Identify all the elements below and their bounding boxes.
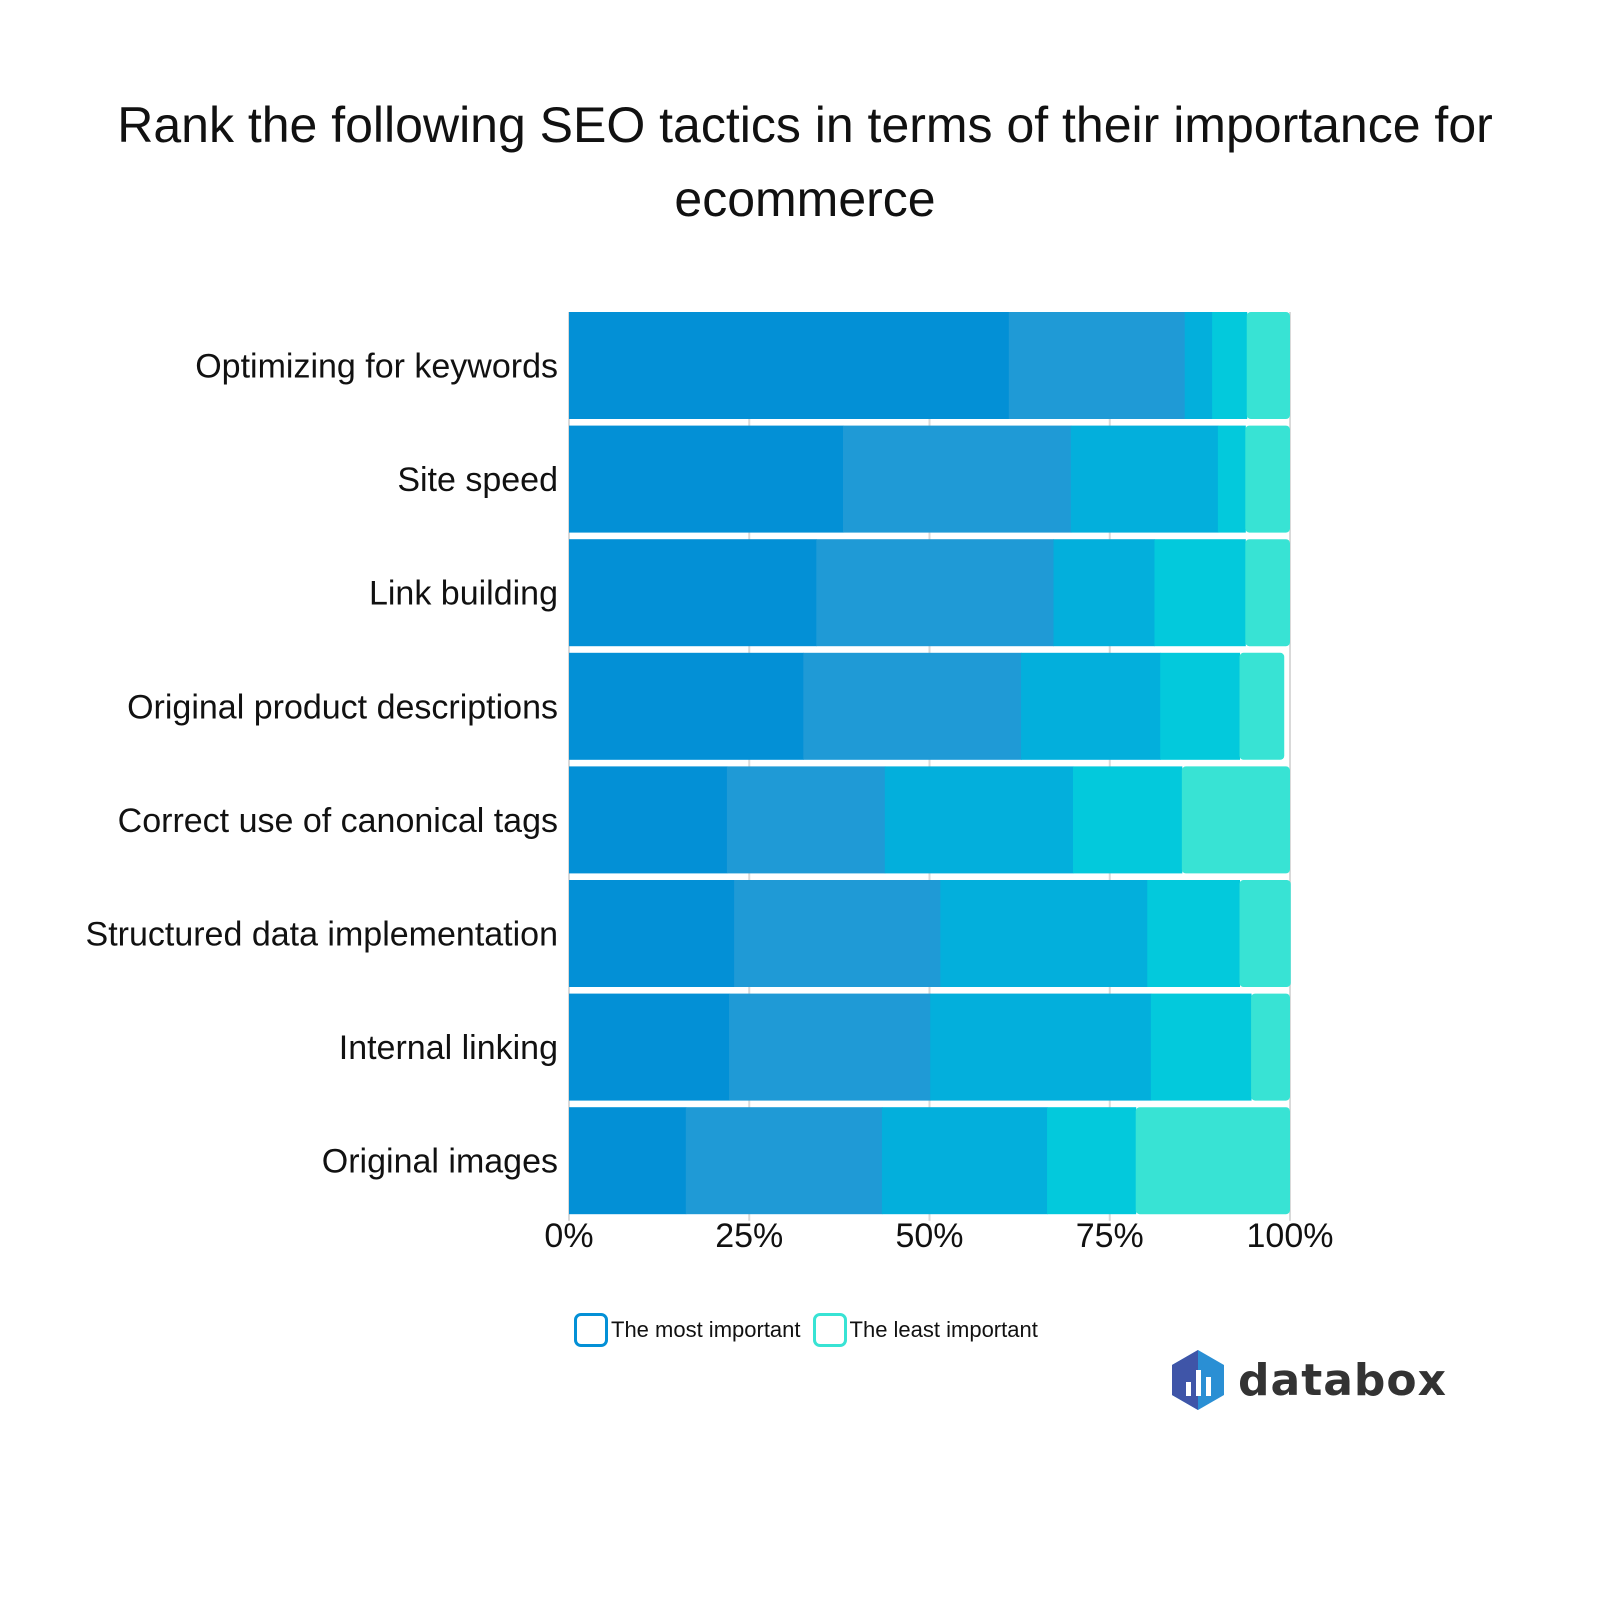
bar-segment (884, 766, 1074, 874)
bar-segment (1047, 1107, 1137, 1215)
bar-segment (1239, 880, 1291, 987)
legend-item-least[interactable]: The least important (812, 1313, 1038, 1347)
chart-title: Rank the following SEO tactics in terms … (117, 97, 1493, 227)
bar-segment (1245, 539, 1290, 647)
x-tick-label: 50% (895, 1217, 963, 1255)
bar-segment (1239, 652, 1285, 760)
bar-segment (1217, 425, 1246, 533)
bar-segment (569, 425, 844, 533)
category-label: Optimizing for keywords (195, 348, 558, 386)
bar-segment (569, 1107, 687, 1215)
legend-label: The most important (611, 1317, 801, 1342)
bar-segment (1021, 652, 1161, 760)
bar-segment (1135, 1107, 1290, 1215)
logo-text: databox (1238, 1354, 1448, 1406)
legend-swatch (812, 1313, 847, 1347)
category-label: Correct use of canonical tags (118, 802, 558, 840)
bar-segment (726, 766, 886, 874)
category-label: Original images (322, 1143, 558, 1181)
bar-segment (1008, 312, 1186, 419)
bar-segment (569, 766, 728, 874)
bar-segment (816, 539, 1055, 647)
databox-logo-icon (1172, 1350, 1224, 1410)
x-tick-label: 25% (715, 1217, 783, 1255)
x-tick-label: 75% (1076, 1217, 1144, 1255)
stacked-bar-chart: 0% 25% 50% 75% 100% Optimizing for keywords Si… (86, 312, 1334, 1255)
bar-segment (729, 993, 931, 1101)
bar-segment (1053, 539, 1155, 647)
bar-segment (1251, 993, 1290, 1101)
bar-segment (734, 880, 941, 987)
bar-segment (930, 993, 1152, 1101)
bar-segment (685, 1107, 883, 1215)
bar-segment (842, 425, 1072, 533)
bar-segment (569, 993, 730, 1101)
category-label: Structured data implementation (86, 916, 558, 954)
bar-segment (1150, 993, 1252, 1101)
bar-segment (569, 539, 817, 647)
bar-segment (1245, 425, 1290, 533)
legend: The most important The least important (574, 1313, 1050, 1347)
bar-segment (1070, 425, 1219, 533)
bar-segment (1212, 312, 1248, 419)
x-tick-label: 0% (544, 1217, 593, 1255)
bar-segment (569, 652, 804, 760)
x-tick-label: 100% (1247, 1217, 1334, 1255)
bar-segment (1246, 312, 1290, 419)
bar-segment (803, 652, 1022, 760)
databox-logo: databox (1172, 1350, 1447, 1410)
category-label: Original product descriptions (127, 688, 558, 726)
legend-swatch (574, 1313, 608, 1347)
bar-segment (1184, 312, 1213, 419)
bar-segment (1181, 766, 1290, 874)
legend-item-most[interactable]: The most important (574, 1313, 801, 1347)
bar-segment (1160, 652, 1241, 760)
bar-segment (569, 312, 1010, 419)
bar-segment (1147, 880, 1241, 987)
bar-segment (569, 880, 735, 987)
legend-label: The least important (849, 1317, 1038, 1342)
bar-segment (881, 1107, 1048, 1215)
category-label: Site speed (397, 461, 558, 499)
bar-segment (1154, 539, 1246, 647)
bar-segment (940, 880, 1148, 987)
category-label: Internal linking (339, 1029, 558, 1067)
bar-segment (1072, 766, 1183, 874)
category-label: Link building (369, 575, 558, 613)
